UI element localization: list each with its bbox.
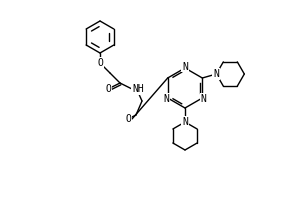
Text: O: O [125,114,131,124]
Text: O: O [97,58,103,68]
Text: N: N [213,69,219,79]
Text: O: O [105,84,111,94]
Text: N: N [182,62,188,72]
Text: N: N [201,94,207,104]
Text: N: N [182,117,188,127]
Text: N: N [164,94,169,104]
Text: NH: NH [132,84,144,94]
